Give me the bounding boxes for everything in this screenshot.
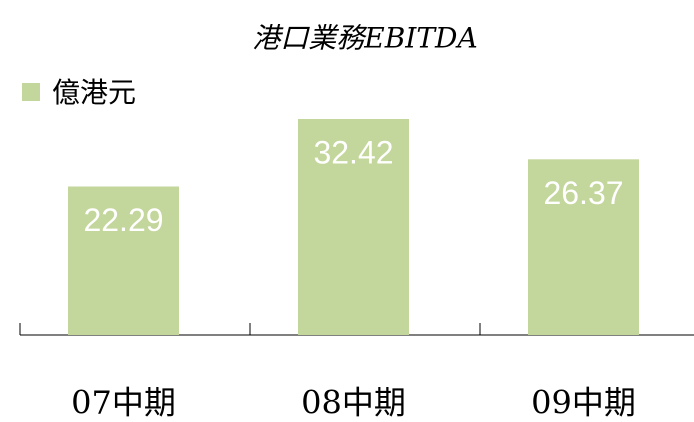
x-tick-label: 09中期 — [531, 384, 636, 422]
legend-label: 億港元 — [52, 76, 136, 109]
data-label: 32.42 — [313, 134, 393, 170]
legend-swatch — [22, 83, 40, 101]
x-tick-label: 08中期 — [301, 384, 406, 422]
bar — [298, 119, 409, 335]
bar — [68, 186, 179, 335]
x-tick-label: 07中期 — [71, 384, 176, 422]
data-label: 26.37 — [543, 175, 623, 211]
chart-title: 港口業務EBITDA — [252, 22, 477, 55]
bar — [528, 159, 639, 335]
data-label: 22.29 — [83, 202, 163, 238]
